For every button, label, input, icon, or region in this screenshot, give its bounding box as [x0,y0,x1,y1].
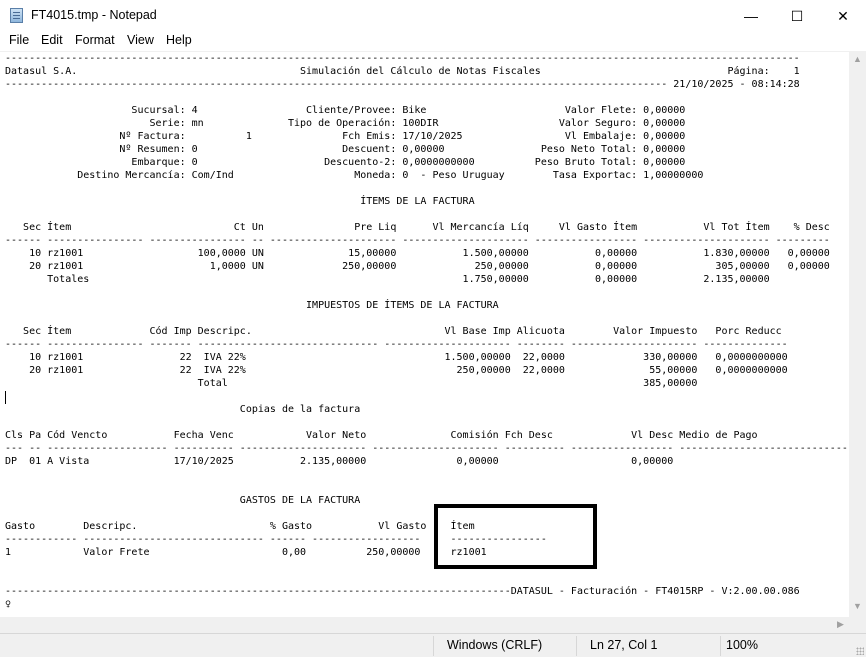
text-line: ----------------------------------------… [5,53,800,64]
cursor-position-status: Ln 27, Col 1 [590,638,658,652]
text-line [5,468,848,481]
text-line: DP 01 A Vista 17/10/2025 2.135,00000 0,0… [5,456,674,467]
text-line: ÍTEMS DE LA FACTURA [5,196,475,207]
highlight-box [434,504,597,569]
text-line: ------ ---------------- ------- --------… [5,339,788,350]
text-line: 1 Valor Frete 0,00 250,00000 rz1001 [5,547,487,558]
menu-file[interactable]: File [9,33,30,47]
text-line: IMPUESTOS DE ÍTEMS DE LA FACTURA [5,300,499,311]
text-line: 20 rz1001 22 IVA 22% 250,00000 22,0000 5… [5,365,788,376]
text-line: Totales 1.750,00000 0,00000 2.135,00000 [5,274,770,285]
horizontal-scrollbar[interactable]: ▶ [0,617,849,633]
menu-help[interactable]: Help [166,33,192,47]
text-line: Sec Ítem Cód Imp Descripc. Vl Base Imp A… [5,326,782,337]
text-line: GASTOS DE LA FACTURA [5,495,361,506]
text-line: 20 rz1001 1,0000 UN 250,00000 250,00000 … [5,261,830,272]
menu-format[interactable]: Format [75,33,115,47]
maximize-button[interactable]: ☐ [774,0,820,32]
text-line: ♀ [5,599,12,610]
scroll-right-icon[interactable]: ▶ [837,619,844,629]
status-bar: Windows (CRLF) Ln 27, Col 1 100% [0,633,866,657]
text-line [5,91,848,104]
status-separator [720,636,721,656]
text-line: Nº Resumen: 0 Descuent: 0,00000 Peso Net… [5,144,686,155]
text-line: --- -- -------------------- ---------- -… [5,443,848,454]
text-line [5,507,848,520]
text-line [5,312,848,325]
resize-grip-icon[interactable] [856,647,864,655]
text-line: Serie: mn Tipo de Operación: 100DIR Valo… [5,118,686,129]
status-separator [576,636,577,656]
window-title: FT4015.tmp - Notepad [31,8,157,22]
menu-edit[interactable]: Edit [41,33,63,47]
notepad-icon [10,8,23,23]
text-line [5,416,848,429]
text-line: 10 rz1001 22 IVA 22% 1.500,00000 22,0000… [5,352,788,363]
text-line [5,572,848,585]
text-editor[interactable]: ----------------------------------------… [0,51,849,617]
minimize-icon: — [744,8,758,24]
text-line [5,182,848,195]
text-line [5,286,848,299]
text-line: Sec Ítem Ct Un Pre Liq Vl Mercancía Líq … [5,222,830,233]
text-line: Total 385,00000 [5,378,698,389]
text-line: Gasto Descripc. % Gasto Vl Gasto Ítem [5,521,475,532]
text-line: Destino Mercancía: Com/Ind Moneda: 0 - P… [5,170,704,181]
line-ending-status: Windows (CRLF) [447,638,543,652]
text-line: Sucursal: 4 Cliente/Provee: Bike Valor F… [5,105,686,116]
close-button[interactable]: ✕ [820,0,866,32]
text-line: ----------------------------------------… [5,79,800,90]
status-separator [433,636,434,656]
text-line [5,390,848,403]
minimize-button[interactable]: — [728,0,774,32]
text-line: Datasul S.A. Simulación del Cálculo de N… [5,66,800,77]
maximize-icon: ☐ [790,7,804,24]
text-line [5,481,848,494]
scroll-up-icon[interactable]: ▲ [853,54,862,64]
zoom-status: 100% [726,638,758,652]
text-line: 10 rz1001 100,0000 UN 15,00000 1.500,000… [5,248,830,259]
text-line: ------ ---------------- ----------------… [5,235,830,246]
document-text[interactable]: ----------------------------------------… [5,52,848,611]
close-icon: ✕ [837,7,849,24]
menu-bar: File Edit Format View Help [0,32,866,51]
scrollbar-corner [849,617,866,633]
text-line: Copias de la factura [5,404,361,415]
text-line: Cls Pa Cód Vencto Fecha Venc Valor Neto … [5,430,758,441]
text-line: ----------------------------------------… [5,586,800,597]
scroll-down-icon[interactable]: ▼ [853,601,862,611]
text-line: Nº Factura: 1 Fch Emis: 17/10/2025 Vl Em… [5,131,686,142]
text-line: Embarque: 0 Descuento-2: 0,0000000000 Pe… [5,157,686,168]
vertical-scrollbar[interactable]: ▲ ▼ [849,51,866,617]
text-line [5,208,848,221]
text-cursor [5,391,6,404]
title-bar: FT4015.tmp - Notepad — ☐ ✕ [0,0,866,32]
menu-view[interactable]: View [127,33,154,47]
text-line [5,559,848,572]
text-line: ------------ ---------------------------… [5,534,547,545]
